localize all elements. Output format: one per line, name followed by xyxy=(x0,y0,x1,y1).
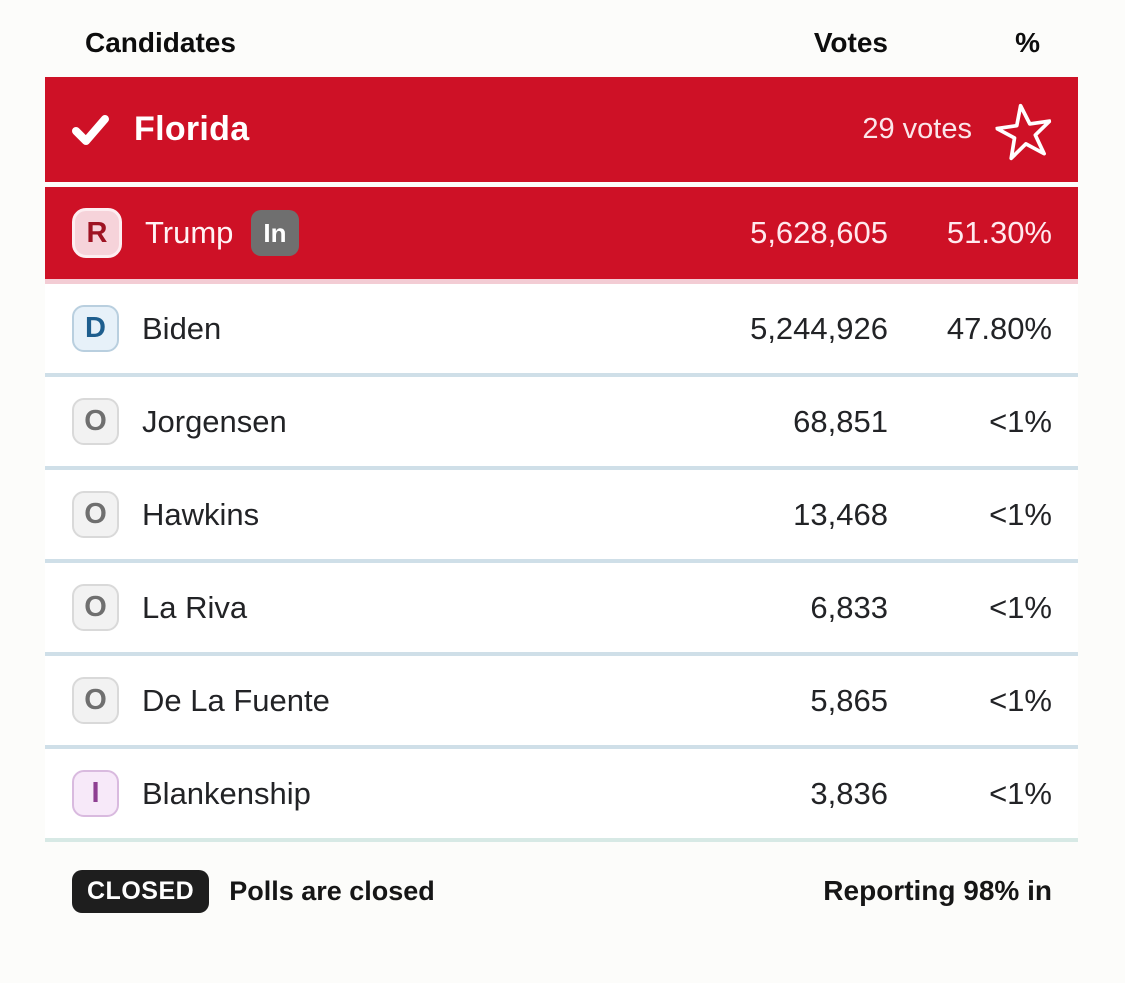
votes-value: 3,836 xyxy=(810,775,888,811)
percent-value: 51.30% xyxy=(946,215,1052,250)
votes-column-header: Votes xyxy=(813,26,888,58)
votes-value: 5,244,926 xyxy=(750,310,888,346)
poll-status-footer: CLOSED Polls are closed Reporting 98% in xyxy=(72,866,1052,916)
percent-value: <1% xyxy=(989,403,1052,439)
party-badge-democrat: D xyxy=(72,305,119,352)
candidate-row-biden: D Biden 5,244,926 47.80% xyxy=(45,284,1078,377)
percent-column-header: % xyxy=(1015,26,1040,58)
votes-value: 13,468 xyxy=(793,496,888,532)
incumbent-badge: In xyxy=(251,210,299,256)
candidate-row-hawkins: O Hawkins 13,468 <1% xyxy=(45,470,1078,563)
votes-value: 6,833 xyxy=(810,589,888,625)
percent-value: 47.80% xyxy=(946,310,1052,346)
votes-value: 5,865 xyxy=(810,682,888,718)
candidate-row-blankenship: I Blankenship 3,836 <1% xyxy=(45,749,1078,842)
votes-value: 68,851 xyxy=(793,403,888,439)
candidate-name: De La Fuente xyxy=(142,682,330,718)
party-badge-other: O xyxy=(72,491,119,538)
candidate-name: Jorgensen xyxy=(142,403,287,439)
percent-value: <1% xyxy=(989,775,1052,811)
votes-value: 5,628,605 xyxy=(750,215,888,250)
percent-value: <1% xyxy=(989,589,1052,625)
candidate-name: La Riva xyxy=(142,589,248,625)
candidate-name: Trump xyxy=(145,215,234,250)
candidate-row-jorgensen: O Jorgensen 68,851 <1% xyxy=(45,377,1078,470)
candidate-name: Blankenship xyxy=(142,775,311,811)
candidate-row-de-la-fuente: O De La Fuente 5,865 <1% xyxy=(45,656,1078,749)
percent-value: <1% xyxy=(989,496,1052,532)
polls-status-text: Polls are closed xyxy=(229,875,435,906)
party-badge-other: O xyxy=(72,584,119,631)
candidate-name: Biden xyxy=(142,310,222,346)
party-badge-other: O xyxy=(72,398,119,445)
star-outline-icon[interactable] xyxy=(995,101,1052,160)
candidates-column-header: Candidates xyxy=(85,26,236,58)
party-badge-other: O xyxy=(72,677,119,724)
table-header: Candidates Votes % xyxy=(0,0,1125,77)
party-badge-independent: I xyxy=(72,770,119,817)
party-badge-republican: R xyxy=(72,208,122,258)
percent-value: <1% xyxy=(989,682,1052,718)
reporting-percent-text: Reporting 98% in xyxy=(823,875,1052,906)
checkmark-icon xyxy=(72,114,109,146)
candidate-row-la-riva: O La Riva 6,833 <1% xyxy=(45,563,1078,656)
election-results-panel: Candidates Votes % Florida 29 votes R Tr… xyxy=(0,0,1125,916)
candidate-row-trump: R Trump In 5,628,605 51.30% xyxy=(45,187,1078,284)
state-row-florida[interactable]: Florida 29 votes xyxy=(45,77,1078,182)
candidate-name: Hawkins xyxy=(142,496,260,532)
closed-status-badge: CLOSED xyxy=(72,869,210,913)
state-name: Florida xyxy=(134,110,250,148)
electoral-votes: 29 votes xyxy=(862,113,972,145)
